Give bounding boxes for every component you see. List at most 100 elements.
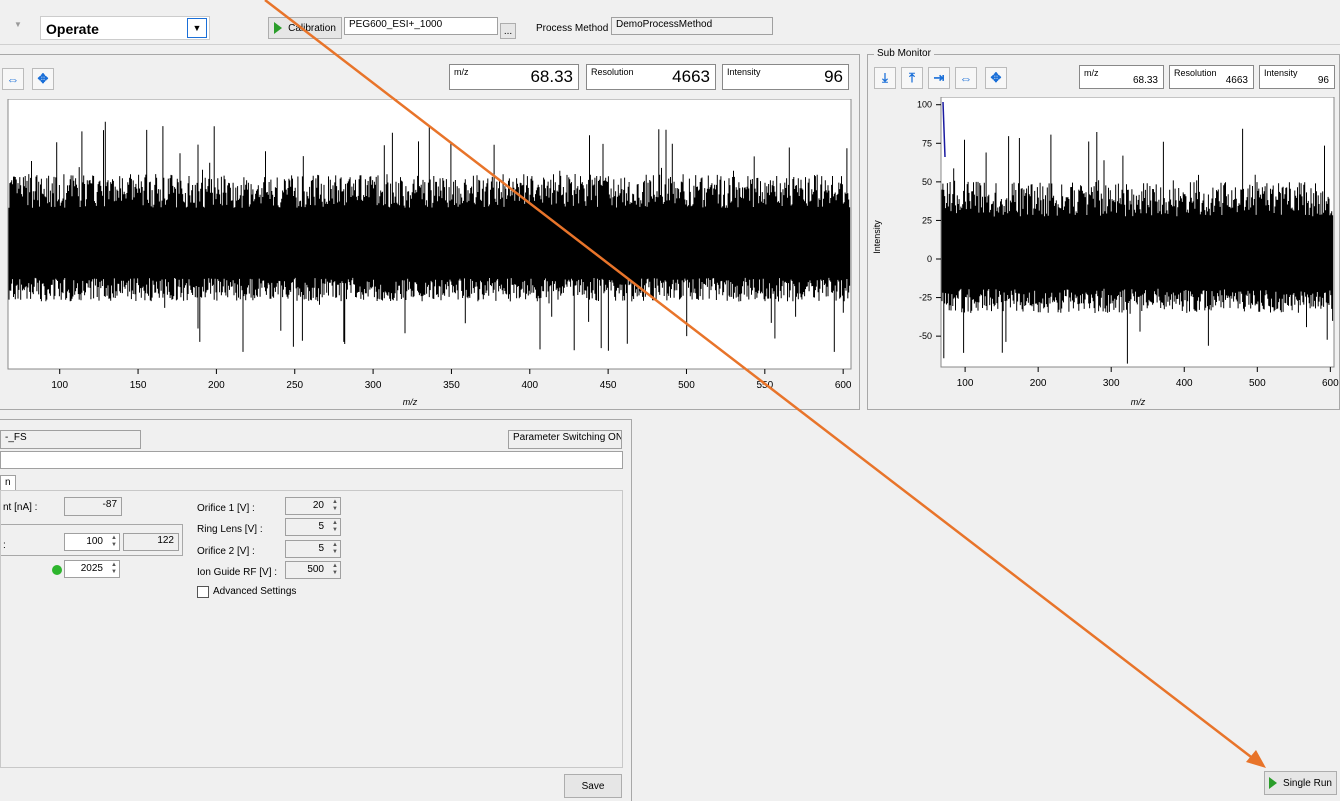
x-tick-label: 500 [1249,378,1266,389]
spinner-arrows-icon[interactable]: ▲ ▼ [111,535,117,548]
resolution-readout-value: 4663 [672,67,710,86]
ion-guide-spinner[interactable]: 500 ▲ ▼ [285,561,341,579]
download-icon[interactable]: ⤓ [874,67,896,89]
y-tick-label: -25 [919,293,932,303]
sub-spectrum-chart[interactable]: 100 200 300 400 500 600 100 75 50 25 0 -25 -50 Inte… [868,97,1340,409]
resolution-readout: Resolution 4663 [586,64,716,90]
zoom-fit-icon[interactable]: ⇔ [2,68,24,90]
save-button[interactable]: Save [564,774,622,798]
sub-resolution-readout-value: 4663 [1225,75,1248,86]
single-run-button[interactable]: Single Run [1264,771,1337,795]
orifice1-label: Orifice 1 [V] : [197,503,255,514]
sub-resolution-readout: Resolution 4663 [1169,65,1254,89]
current-value-field: -87 [64,497,122,516]
current-label: nt [nA] : [3,502,38,513]
calibration-button-label: Calibration [288,22,336,34]
arrow-head-icon [1246,750,1266,768]
y-tick-label: -50 [919,331,932,341]
ring-lens-spinner[interactable]: 5 ▲ ▼ [285,518,341,536]
description-field[interactable] [0,451,623,469]
x-tick-label: 100 [51,380,68,391]
y-tick-label: 75 [922,138,932,148]
mz-readout: m/z 68.33 [449,64,579,90]
play-icon [274,22,283,34]
advanced-settings-checkbox[interactable] [197,586,209,598]
orifice1-value: 20 [312,500,324,511]
sub-mz-readout-value: 68.33 [1132,75,1158,86]
move-cross-icon[interactable]: ✥ [985,67,1007,89]
process-method-label: Process Method [536,23,609,34]
row3-set-spinner[interactable]: 2025 ▲ ▼ [64,560,120,578]
orifice1-spinner[interactable]: 20 ▲ ▼ [285,497,341,515]
upload-icon[interactable]: ⤒ [901,67,923,89]
x-tick-label: 300 [365,380,382,391]
main-x-axis-label: m/z [403,397,418,407]
sub-resolution-readout-label: Resolution [1174,68,1217,78]
intensity-readout: Intensity 96 [722,64,849,90]
disabled-dropdown-arrow: ▼ [14,20,22,29]
tab-source[interactable]: n [0,475,16,491]
x-tick-label: 600 [835,380,852,391]
method-name-field[interactable]: -_FS [0,430,141,449]
parameter-switching-indicator: Parameter Switching ON [508,430,622,449]
play-icon [1269,777,1278,789]
sub-monitor-title: Sub Monitor [874,48,934,59]
single-run-label: Single Run [1283,777,1332,789]
mz-readout-value: 68.33 [530,67,573,86]
mode-select-value: Operate [46,21,99,37]
x-tick-label: 450 [600,380,617,391]
sub-monitor-panel: Sub Monitor ⤓ ⤒ ⇥ ⇔ ✥ m/z 68.33 Resoluti… [867,48,1340,410]
row2-set-value: 100 [86,536,103,547]
orifice2-value: 5 [318,543,324,554]
status-led-icon [52,565,62,575]
orifice2-label: Orifice 2 [V] : [197,546,255,557]
zoom-x-out-icon[interactable]: ⇔ [955,67,977,89]
resolution-readout-label: Resolution [591,67,634,77]
mz-readout-label: m/z [454,67,469,77]
calibration-file-field[interactable]: PEG600_ESI+_1000 [344,17,498,35]
y-tick-label: 25 [922,215,932,225]
x-tick-label: 100 [957,378,974,389]
x-tick-label: 600 [1322,378,1339,389]
zoom-x-in-icon[interactable]: ⇥ [928,67,950,89]
chevron-down-icon[interactable]: ▼ [187,18,207,38]
ring-lens-label: Ring Lens [V] : [197,524,263,535]
tab-source-label: n [5,477,11,488]
row2-label: : [3,540,6,551]
x-tick-label: 200 [208,380,225,391]
spinner-arrows-icon[interactable]: ▲ ▼ [332,520,338,533]
x-tick-label: 250 [286,380,303,391]
sub-x-axis-label: m/z [1131,397,1146,407]
move-cross-icon[interactable]: ✥ [32,68,54,90]
orifice2-spinner[interactable]: 5 ▲ ▼ [285,540,341,558]
row2-set-spinner[interactable]: 100 ▲ ▼ [64,533,120,551]
spinner-arrows-icon[interactable]: ▲ ▼ [332,542,338,555]
x-tick-label: 350 [443,380,460,391]
x-tick-label: 500 [678,380,695,391]
parameters-panel: -_FS Parameter Switching ON n nt [nA] : … [0,419,632,801]
tab-content: nt [nA] : -87 : 100 ▲ ▼ 122 2025 ▲ ▼ Orifi… [0,490,623,768]
browse-button[interactable]: ... [500,23,516,39]
main-spectrum-chart[interactable]: 100 150 200 250 300 350 400 450 500 550 600 m/z [0,99,858,409]
sub-intensity-readout-label: Intensity [1264,68,1298,78]
spinner-arrows-icon[interactable]: ▲ ▼ [332,499,338,512]
spinner-arrows-icon[interactable]: ▲ ▼ [332,563,338,576]
x-tick-label: 200 [1030,378,1047,389]
y-tick-label: 50 [922,177,932,187]
main-monitor-panel: ⇔ ✥ m/z 68.33 Resolution 4663 Intensity … [0,54,860,410]
ion-guide-label: Ion Guide RF [V] : [197,567,278,578]
advanced-settings-label: Advanced Settings [213,586,297,597]
toolbar: ▼ Operate ▼ Calibration PEG600_ESI+_1000… [0,8,1340,45]
x-tick-label: 400 [1176,378,1193,389]
intensity-readout-label: Intensity [727,67,761,77]
sub-y-axis-label: Intensity [872,220,882,254]
spinner-arrows-icon[interactable]: ▲ ▼ [111,562,117,575]
process-method-field[interactable]: DemoProcessMethod [611,17,773,35]
ion-guide-value: 500 [307,564,324,575]
x-tick-label: 550 [756,380,773,391]
mode-select[interactable]: Operate ▼ [40,16,210,40]
x-tick-label: 150 [130,380,147,391]
y-tick-label: 100 [917,100,932,110]
y-tick-label: 0 [927,254,932,264]
calibration-button[interactable]: Calibration [268,17,342,39]
